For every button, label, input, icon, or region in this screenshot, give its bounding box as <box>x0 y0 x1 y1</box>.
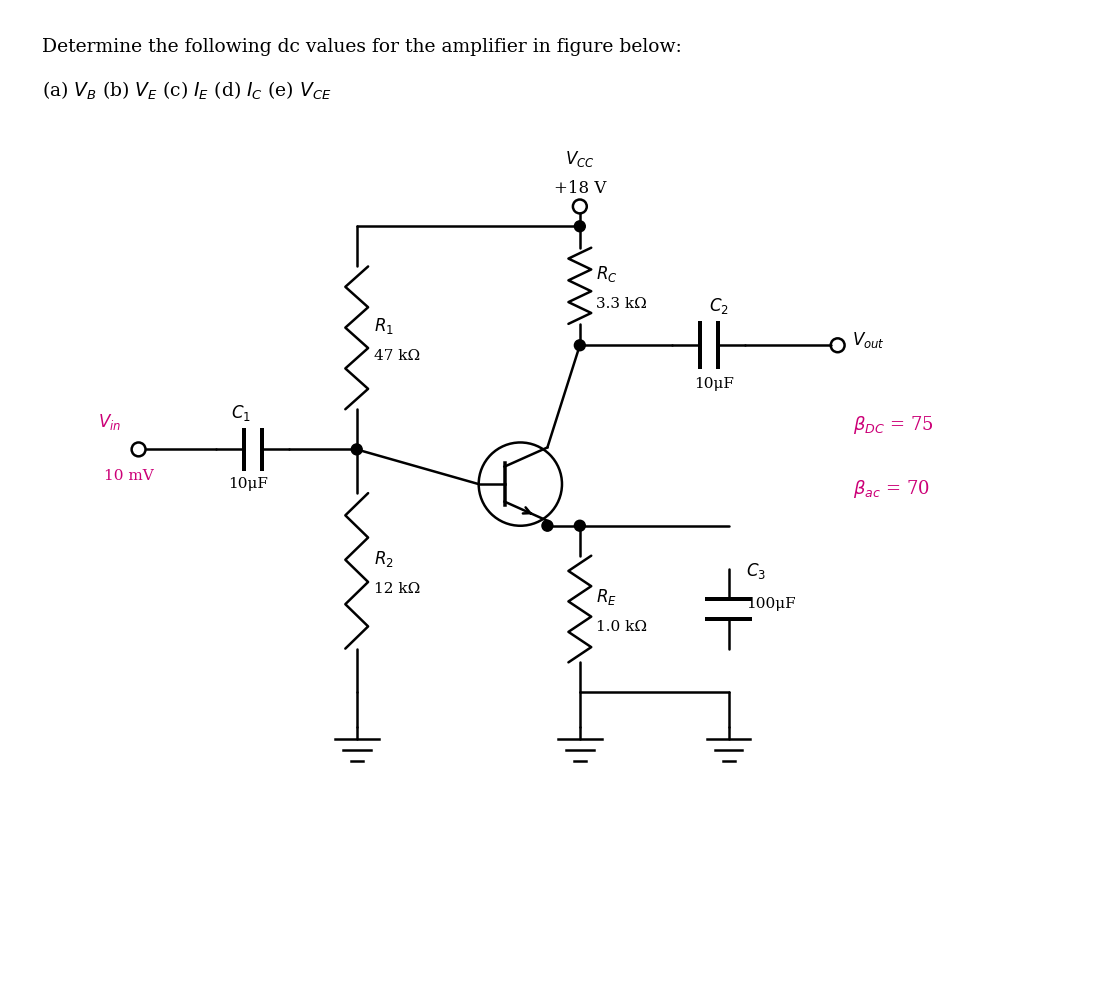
Text: +18 V: +18 V <box>553 180 606 197</box>
Circle shape <box>575 340 586 351</box>
Text: $C_1$: $C_1$ <box>231 403 251 422</box>
Text: $\beta_{DC}$ = 75: $\beta_{DC}$ = 75 <box>852 414 933 435</box>
Text: (a) $V_B$ (b) $V_E$ (c) $I_E$ (d) $I_C$ (e) $V_{CE}$: (a) $V_B$ (b) $V_E$ (c) $I_E$ (d) $I_C$ … <box>43 80 332 101</box>
Text: $V_{out}$: $V_{out}$ <box>851 330 885 350</box>
Text: $C_2$: $C_2$ <box>709 295 729 315</box>
Circle shape <box>575 221 586 232</box>
Text: 1.0 kΩ: 1.0 kΩ <box>596 620 646 634</box>
Text: 12 kΩ: 12 kΩ <box>374 581 420 595</box>
Text: $R_2$: $R_2$ <box>374 549 393 569</box>
Text: $C_3$: $C_3$ <box>746 562 766 581</box>
Text: 3.3 kΩ: 3.3 kΩ <box>596 296 646 311</box>
Text: $R_1$: $R_1$ <box>374 316 393 336</box>
Text: 47 kΩ: 47 kΩ <box>374 349 420 363</box>
Circle shape <box>542 520 553 531</box>
Text: $\beta_{ac}$ = 70: $\beta_{ac}$ = 70 <box>852 478 930 500</box>
Text: $V_{in}$: $V_{in}$ <box>97 412 121 431</box>
Circle shape <box>352 444 362 455</box>
Text: 10 mV: 10 mV <box>104 469 153 483</box>
Text: 100μF: 100μF <box>746 597 796 611</box>
Text: $R_C$: $R_C$ <box>596 263 617 284</box>
Circle shape <box>575 520 586 531</box>
Text: $V_{CC}$: $V_{CC}$ <box>566 149 595 169</box>
Text: $R_E$: $R_E$ <box>596 587 617 607</box>
Text: 10μF: 10μF <box>693 377 734 391</box>
Text: 10μF: 10μF <box>227 477 268 491</box>
Text: Determine the following dc values for the amplifier in figure below:: Determine the following dc values for th… <box>43 38 682 56</box>
